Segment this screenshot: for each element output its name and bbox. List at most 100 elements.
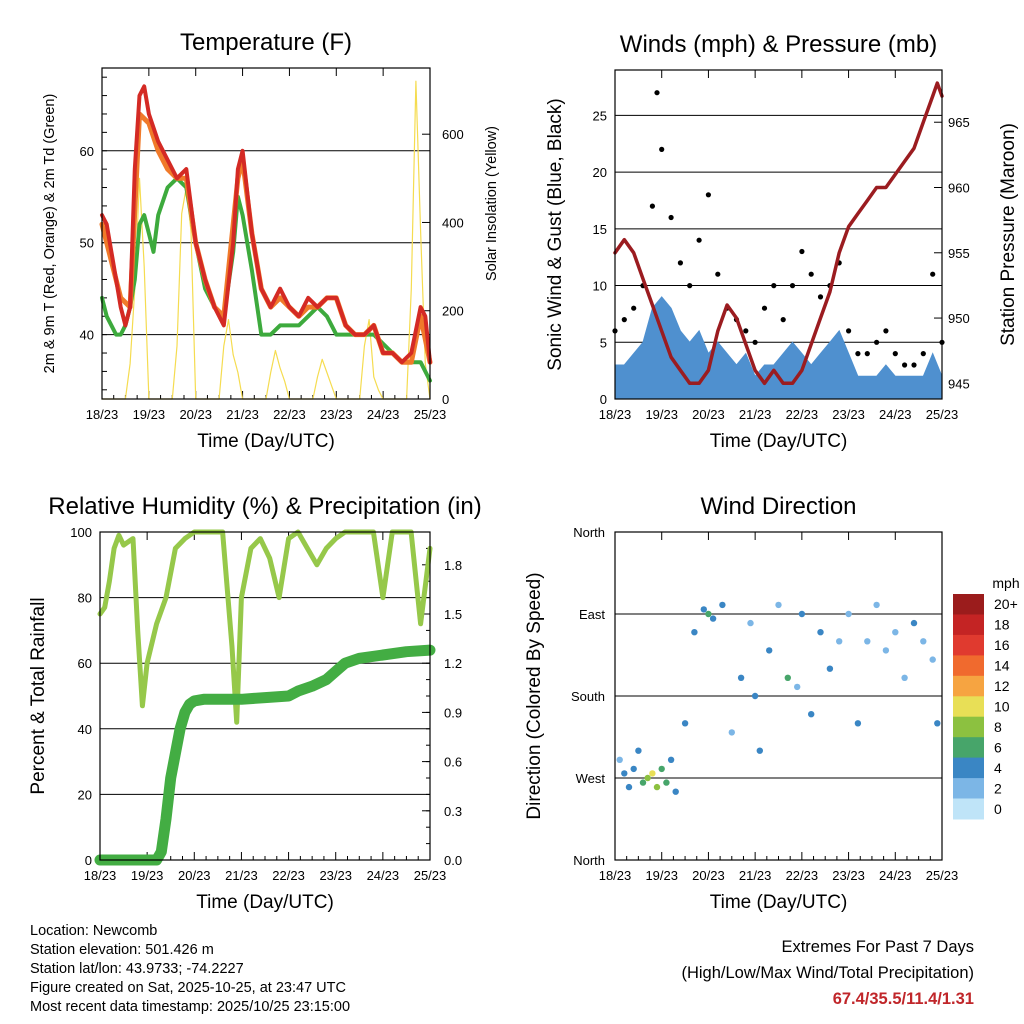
colorbar-label: 12 bbox=[994, 678, 1010, 694]
humidity-y2tick-label: 1.8 bbox=[444, 558, 462, 573]
humidity-xtick-label: 18/23 bbox=[84, 868, 117, 883]
direction-point bbox=[934, 720, 941, 727]
temperature-xtick-label: 24/23 bbox=[367, 407, 400, 422]
direction-point bbox=[663, 779, 670, 786]
humidity-frame bbox=[99, 531, 431, 861]
temperature-xtick-label: 19/23 bbox=[133, 407, 166, 422]
winds-y2tick-label: 955 bbox=[948, 246, 970, 261]
direction-point bbox=[691, 629, 698, 636]
gust-point bbox=[715, 271, 721, 277]
gust-point bbox=[817, 294, 824, 300]
gust-point bbox=[874, 339, 880, 345]
direction-point bbox=[910, 619, 918, 627]
direction-xtick-label: 19/23 bbox=[645, 868, 678, 883]
temperature-xtick-label: 21/23 bbox=[226, 407, 259, 422]
gust-point bbox=[677, 260, 684, 266]
gust-point bbox=[780, 317, 786, 323]
direction-point bbox=[798, 610, 806, 618]
colorbar-swatch bbox=[953, 634, 984, 656]
direction-point bbox=[766, 647, 773, 654]
colorbar-swatch bbox=[953, 696, 984, 718]
direction-point bbox=[826, 665, 834, 672]
temperature-xtick-label: 23/23 bbox=[320, 407, 353, 422]
direction-point bbox=[864, 638, 871, 645]
gust-point bbox=[752, 339, 758, 345]
winds-xtick-label: 21/23 bbox=[739, 407, 772, 422]
direction-point bbox=[920, 638, 927, 645]
direction-title: Wind Direction bbox=[700, 493, 856, 520]
humidity-xtick-label: 25/23 bbox=[414, 868, 447, 883]
winds-ytick-label: 15 bbox=[593, 222, 607, 237]
temperature-frame bbox=[101, 67, 431, 400]
direction-point bbox=[854, 720, 862, 727]
direction-point bbox=[630, 765, 637, 773]
direction-point bbox=[653, 783, 661, 791]
direction-point bbox=[709, 615, 717, 622]
gust-point bbox=[771, 283, 777, 289]
colorbar-swatch bbox=[953, 737, 984, 759]
gust-point bbox=[649, 203, 656, 209]
humidity-xtick-label: 19/23 bbox=[131, 868, 164, 883]
temperature-ytick-label: 60 bbox=[80, 144, 94, 159]
winds-y2tick-label: 945 bbox=[948, 376, 970, 391]
colorbar-label: 14 bbox=[994, 658, 1010, 674]
gust-point bbox=[654, 90, 660, 96]
gust-point bbox=[855, 351, 861, 357]
colorbar-swatch bbox=[953, 675, 984, 697]
direction-point bbox=[728, 729, 735, 736]
temperature-xtick-label: 22/23 bbox=[273, 407, 306, 422]
gust-point bbox=[659, 146, 665, 152]
humidity-y2tick-label: 0.6 bbox=[444, 755, 462, 770]
winds-ytick-label: 25 bbox=[593, 108, 607, 123]
direction-xtick-label: 21/23 bbox=[739, 868, 772, 883]
colorbar-label: 4 bbox=[994, 760, 1002, 776]
winds-ytick-label: 5 bbox=[600, 335, 607, 350]
winds-ytick-label: 0 bbox=[600, 392, 607, 407]
temperature-xtick-label: 20/23 bbox=[179, 407, 212, 422]
winds-xlabel: Time (Day/UTC) bbox=[710, 431, 848, 452]
temperature-xtick-label: 18/23 bbox=[86, 407, 119, 422]
winds-y2label: Station Pressure (Maroon) bbox=[998, 123, 1019, 346]
direction-point bbox=[621, 770, 628, 777]
direction-xtick-label: 23/23 bbox=[832, 868, 865, 883]
direction-point bbox=[817, 629, 824, 636]
gust-point bbox=[808, 271, 814, 277]
colorbar-swatch bbox=[953, 778, 984, 800]
humidity-ytick-label: 40 bbox=[78, 722, 92, 737]
humidity-xtick-label: 21/23 bbox=[225, 868, 258, 883]
gust-point bbox=[864, 351, 870, 357]
humidity-ytick-label: 0 bbox=[85, 853, 92, 868]
direction-point bbox=[808, 711, 815, 718]
colorbar-label: 8 bbox=[994, 719, 1002, 735]
gust-point bbox=[920, 351, 926, 357]
gust-point bbox=[892, 351, 898, 357]
gust-point bbox=[846, 328, 852, 334]
extremes-subtitle: (High/Low/Max Wind/Total Precipitation) bbox=[681, 964, 974, 982]
colorbar-label: 0 bbox=[994, 801, 1002, 817]
direction-point bbox=[700, 606, 707, 613]
humidity-ytick-label: 20 bbox=[78, 787, 92, 802]
humidity-xtick-label: 23/23 bbox=[319, 868, 352, 883]
direction-ytick-label: North bbox=[573, 853, 605, 868]
colorbar-swatch bbox=[953, 614, 984, 636]
direction-point bbox=[775, 601, 782, 609]
winds-xtick-label: 19/23 bbox=[645, 407, 678, 422]
colorbar-label: 10 bbox=[994, 699, 1010, 715]
direction-point bbox=[616, 756, 623, 763]
humidity-y2tick-label: 0.9 bbox=[444, 705, 462, 720]
gust-point bbox=[631, 305, 637, 311]
humidity-ytick-label: 60 bbox=[78, 656, 92, 671]
winds-xtick-label: 18/23 bbox=[599, 407, 632, 422]
humidity-y2tick-label: 0.0 bbox=[444, 853, 462, 868]
humidity-ytick-label: 100 bbox=[70, 525, 92, 540]
gust-point bbox=[911, 362, 917, 368]
humidity-xlabel: Time (Day/UTC) bbox=[196, 892, 334, 913]
humidity-ytick-label: 80 bbox=[78, 591, 92, 606]
direction-point bbox=[756, 747, 763, 754]
gust-point bbox=[799, 248, 805, 255]
extremes-title: Extremes For Past 7 Days bbox=[781, 938, 974, 956]
extremes-values: 67.4/35.5/11.4/1.31 bbox=[832, 990, 974, 1008]
station-location: Location: Newcomb bbox=[30, 923, 158, 939]
colorbar-swatch bbox=[953, 594, 984, 615]
station-elevation: Station elevation: 501.426 m bbox=[30, 942, 214, 958]
